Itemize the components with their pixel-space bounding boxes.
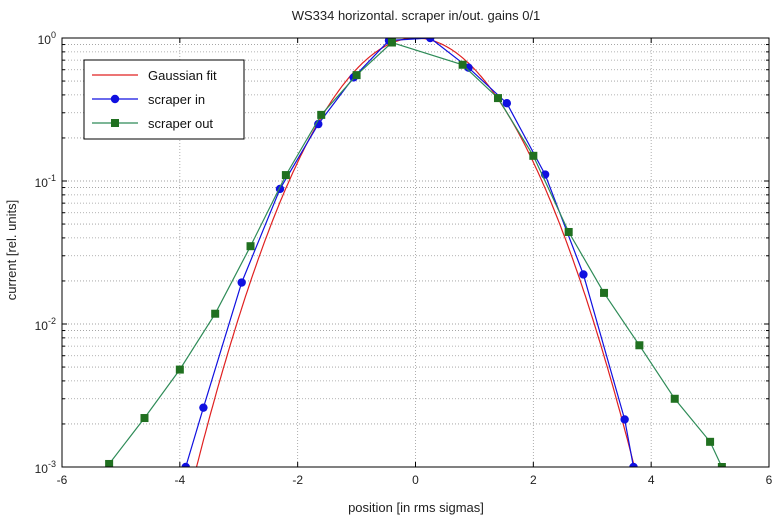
y-tick-exponent: -1 bbox=[48, 173, 56, 183]
series-line bbox=[108, 41, 723, 467]
legend-item: Gaussian fit bbox=[92, 68, 217, 83]
data-point bbox=[387, 38, 396, 47]
legend-marker bbox=[110, 94, 120, 104]
legend-label: scraper out bbox=[148, 116, 213, 131]
y-tick-base: 10 bbox=[35, 319, 49, 333]
data-point bbox=[105, 459, 114, 467]
y-tick-base: 10 bbox=[38, 33, 52, 47]
legend-label: Gaussian fit bbox=[148, 68, 217, 83]
data-point bbox=[458, 60, 467, 69]
data-point bbox=[502, 98, 512, 108]
x-tick-labels: -6 -4 -2 0 2 4 6 bbox=[57, 473, 773, 487]
y-tick-base: 10 bbox=[35, 462, 49, 476]
data-point bbox=[181, 462, 190, 467]
y-tick-exponent: -2 bbox=[48, 316, 56, 326]
data-point bbox=[635, 341, 644, 350]
y-tick-exponent: -3 bbox=[48, 459, 56, 469]
data-point bbox=[620, 415, 629, 424]
legend-item: scraper in bbox=[92, 92, 205, 107]
x-tick-label: -4 bbox=[174, 473, 185, 487]
y-tick-exponent: 0 bbox=[51, 30, 56, 40]
data-point bbox=[670, 394, 679, 403]
data-point bbox=[426, 38, 435, 43]
legend-marker bbox=[111, 119, 119, 127]
data-point bbox=[564, 227, 573, 236]
y-tick-label: 100 bbox=[38, 30, 56, 47]
legend-item: scraper out bbox=[92, 116, 213, 131]
series-scraper-out bbox=[105, 38, 726, 467]
y-tick-label: 10-1 bbox=[35, 173, 56, 190]
data-point bbox=[199, 403, 208, 412]
data-point bbox=[629, 462, 638, 467]
data-point bbox=[706, 437, 715, 446]
x-axis-title: position [in rms sigmas] bbox=[348, 500, 484, 515]
data-point bbox=[314, 119, 323, 129]
data-point bbox=[352, 71, 361, 80]
x-tick-label: 6 bbox=[766, 473, 773, 487]
data-point bbox=[529, 151, 538, 160]
x-tick-label: -2 bbox=[292, 473, 303, 487]
data-point bbox=[317, 110, 326, 119]
series-gaussian-fit bbox=[195, 38, 636, 467]
data-point bbox=[717, 463, 726, 467]
chart-title: WS334 horizontal. scraper in/out. gains … bbox=[292, 8, 541, 23]
x-tick-label: 4 bbox=[648, 473, 655, 487]
y-tick-label: 10-2 bbox=[35, 316, 56, 333]
data-point bbox=[600, 288, 609, 297]
x-tick-label: -6 bbox=[57, 473, 68, 487]
legend-label: scraper in bbox=[148, 92, 205, 107]
data-point bbox=[246, 242, 255, 251]
series-layer bbox=[105, 38, 726, 467]
series-line bbox=[185, 38, 635, 467]
grid bbox=[62, 38, 769, 467]
plot-frame bbox=[61, 37, 770, 468]
data-point bbox=[211, 309, 220, 318]
data-point bbox=[140, 414, 149, 423]
y-tick-label: 10-3 bbox=[35, 459, 56, 476]
data-point bbox=[237, 278, 246, 287]
data-point bbox=[175, 365, 184, 374]
data-point bbox=[281, 171, 290, 180]
x-tick-label: 2 bbox=[530, 473, 537, 487]
x-tick-label: 0 bbox=[412, 473, 419, 487]
y-tick-base: 10 bbox=[35, 176, 49, 190]
data-point bbox=[493, 94, 502, 103]
legend: Gaussian fit scraper in scraper out bbox=[83, 59, 245, 140]
y-axis-title: current [rel. units] bbox=[4, 200, 19, 300]
series-line bbox=[195, 38, 636, 467]
data-point bbox=[579, 270, 588, 279]
